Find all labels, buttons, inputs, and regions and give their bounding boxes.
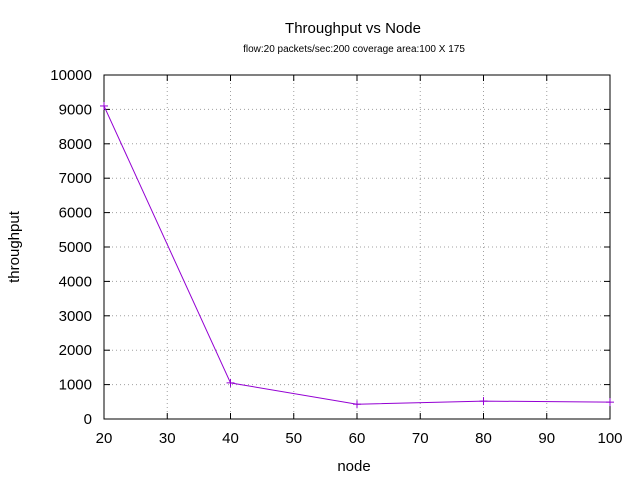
chart-title: Throughput vs Node [285,20,421,37]
y-axis-label: throughput [6,210,23,283]
y-tick-label: 1000 [59,377,92,394]
x-tick-label: 20 [96,430,113,447]
x-tick-label: 100 [597,430,622,447]
x-tick-label: 30 [159,430,176,447]
series-layer [100,101,614,409]
x-tick-label: 80 [475,430,492,447]
y-tick-label: 5000 [59,239,92,256]
y-tick-label: 4000 [59,273,92,290]
x-tick-label: 60 [349,430,366,447]
y-tick-label: 6000 [59,205,92,222]
data-point-marker [606,398,614,407]
data-point-marker [100,101,108,110]
axis-ticks: 0 1000 2000 3000 4000 5000 6000 7000 8000 9000 100… [50,67,622,447]
y-tick-label: 10000 [50,67,92,84]
data-point-marker [226,378,235,387]
x-tick-label: 70 [412,430,429,447]
y-tick-label: 2000 [59,342,92,359]
y-tick-label: 8000 [59,136,92,153]
y-tick-label: 7000 [59,170,92,187]
grid-lines [104,75,610,419]
y-tick-label: 3000 [59,308,92,325]
x-axis-label: node [337,458,370,475]
data-point-marker [353,400,361,409]
x-tick-label: 50 [285,430,302,447]
data-point-marker [479,397,488,406]
y-tick-label: 9000 [59,101,92,118]
x-tick-label: 90 [538,430,555,447]
y-tick-label: 0 [84,411,92,428]
x-tick-label: 40 [222,430,239,447]
chart-subtitle: flow:20 packets/sec:200 coverage area:10… [243,44,465,55]
